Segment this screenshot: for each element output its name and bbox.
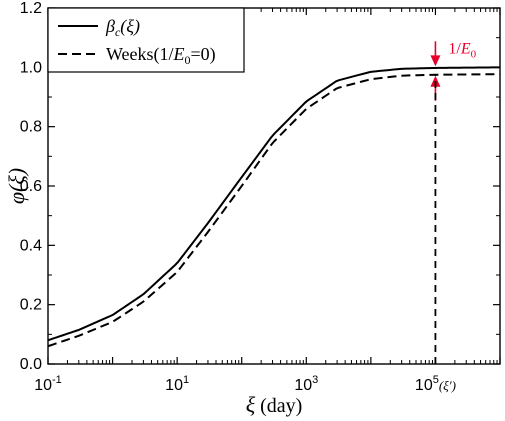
gap-label-italic: E	[460, 40, 471, 57]
y-tick-label: 1.0	[20, 59, 42, 76]
x-tick-exponent: 1	[183, 374, 189, 386]
x-tick-base: 10	[34, 377, 52, 394]
legend-label-rest: =0)	[191, 44, 216, 65]
series-line-weeks	[47, 73, 501, 348]
legend-box	[47, 7, 245, 73]
legend-label-subscript: 0	[185, 53, 191, 67]
y-tick-label: 0.6	[20, 178, 42, 195]
y-tick-label: 0.0	[20, 356, 42, 373]
legend-label: βc(ξ)	[105, 16, 140, 39]
x-tick-base: 10	[294, 377, 312, 394]
gap-annotation-label: 1/E0	[448, 40, 476, 60]
gap-label-prefix: 1/	[448, 40, 461, 57]
gap-arrow-down-head	[430, 55, 441, 67]
legend-label-main: β	[105, 16, 115, 36]
x-tick-label: 10-1	[34, 374, 62, 394]
x-tick-label: 103	[294, 374, 318, 394]
legend-label-subscript: c	[115, 25, 121, 39]
legend-label-rest: (ξ)	[120, 16, 140, 37]
legend-label-italic: E	[173, 44, 185, 64]
x-axis-title: ξ (day)	[246, 392, 303, 417]
legend-label-main: Weeks(1/	[106, 44, 174, 65]
x-tick-exponent: 5	[433, 374, 439, 386]
y-tick-label: 0.2	[20, 297, 42, 314]
y-tick-label: 0.4	[20, 237, 42, 254]
x-tick-base: 10	[165, 377, 183, 394]
x-tick-base: 10	[415, 377, 433, 394]
x-tick-exponent: -1	[52, 374, 62, 386]
x-axis-symbol: ξ	[246, 392, 256, 417]
x-tick-exponent: 3	[312, 374, 318, 386]
plot-area: 0.00.20.40.60.81.01.210-1 101 103 105(ξ′)ξ …	[4, 0, 501, 417]
x-tick-suffix: (ξ′)	[439, 378, 456, 393]
gap-label-subscript: 0	[471, 48, 477, 60]
y-tick-label: 0.8	[20, 119, 42, 136]
y-axis-title: φ(ξ)	[4, 168, 29, 204]
series-line-beta	[47, 66, 501, 342]
y-tick-label: 1.2	[20, 0, 42, 17]
x-tick-label: 101	[165, 374, 189, 394]
x-axis-unit: (day)	[255, 395, 302, 417]
legend-label: Weeks(1/E0=0)	[106, 44, 216, 67]
x-tick-label: 105(ξ′)	[415, 374, 456, 394]
